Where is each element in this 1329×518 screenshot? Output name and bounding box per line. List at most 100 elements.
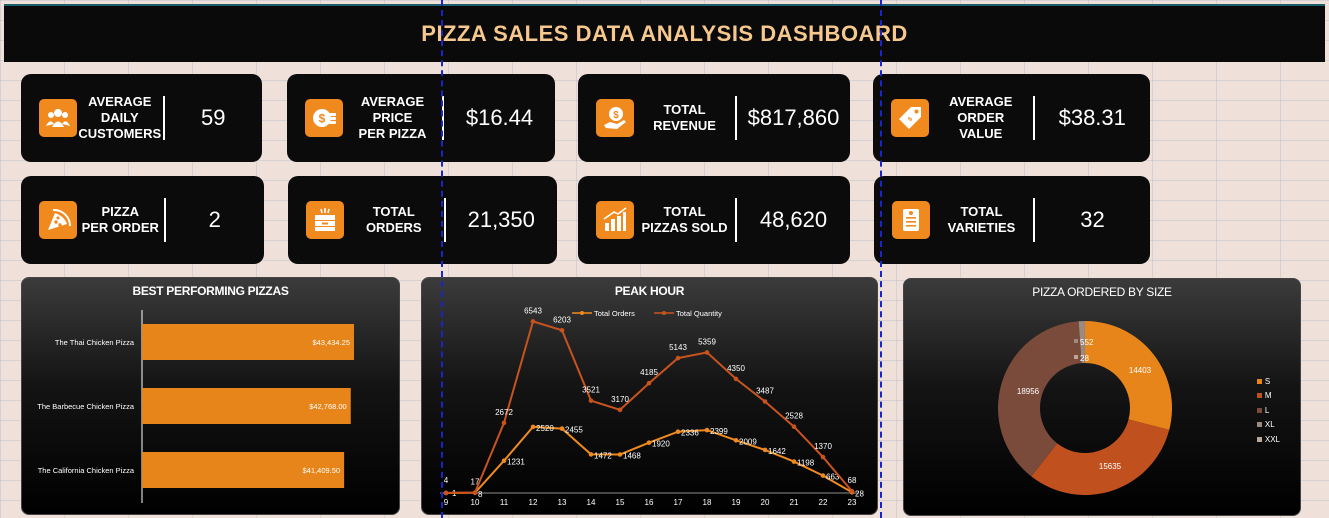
data-label: 18956 bbox=[1017, 387, 1040, 396]
data-point bbox=[647, 381, 652, 386]
x-tick-label: 10 bbox=[471, 498, 480, 507]
data-label: 5143 bbox=[669, 343, 687, 352]
svg-text:$: $ bbox=[319, 112, 326, 126]
data-label: 3170 bbox=[611, 395, 629, 404]
data-label-swatch bbox=[1074, 339, 1078, 343]
kpi-value: $38.31 bbox=[1035, 105, 1151, 131]
kpi-card-total-pizzas-sold: TOTAL PIZZAS SOLD 48,620 bbox=[578, 176, 850, 264]
kpi-label: TOTAL ORDERS bbox=[344, 204, 444, 236]
data-point bbox=[618, 408, 623, 413]
bar-category-label: The Thai Chicken Pizza bbox=[55, 338, 135, 347]
data-point bbox=[473, 490, 478, 495]
pizza-boxes-icon bbox=[306, 201, 344, 239]
kpi-label: TOTAL PIZZAS SOLD bbox=[634, 204, 735, 236]
data-label: 28 bbox=[855, 489, 864, 498]
pizza-slice-icon bbox=[39, 201, 77, 239]
data-point bbox=[647, 440, 652, 445]
data-point bbox=[589, 452, 594, 457]
bar-value-label: $43,434.25 bbox=[312, 338, 350, 347]
legend-label: L bbox=[1265, 406, 1269, 415]
data-label: 2528 bbox=[785, 412, 803, 421]
x-tick-label: 17 bbox=[674, 498, 683, 507]
data-label: 1198 bbox=[797, 459, 815, 468]
data-point bbox=[763, 448, 768, 453]
legend-label: XL bbox=[1265, 420, 1275, 429]
legend-item: M bbox=[1257, 389, 1280, 404]
legend-item: XL bbox=[1257, 418, 1280, 433]
data-point bbox=[444, 491, 449, 496]
x-tick-label: 12 bbox=[529, 498, 538, 507]
data-label: 1231 bbox=[507, 458, 525, 467]
kpi-value: 32 bbox=[1035, 207, 1150, 233]
legend-marker bbox=[580, 311, 584, 315]
bar-category-label: The Barbecue Chicken Pizza bbox=[37, 402, 135, 411]
legend-label: Total Orders bbox=[594, 309, 635, 318]
svg-text:$: $ bbox=[613, 110, 619, 121]
pizza-ordered-by-size-chart: PIZZA ORDERED BY SIZE 14403 15635 18956 552… bbox=[903, 278, 1301, 516]
kpi-label: AVERAGE ORDER VALUE bbox=[929, 94, 1033, 142]
data-label: 68 bbox=[848, 476, 857, 485]
legend-label: S bbox=[1265, 377, 1270, 386]
dashboard-title: PIZZA SALES DATA ANALYSIS DASHBOARD bbox=[4, 4, 1325, 62]
x-tick-label: 19 bbox=[732, 498, 741, 507]
data-point bbox=[734, 377, 739, 382]
dollar-coin-icon: $ bbox=[305, 99, 343, 137]
kpi-label: PIZZA PER ORDER bbox=[77, 204, 164, 236]
kpi-value: 21,350 bbox=[446, 207, 558, 233]
kpi-card-total-revenue: $ TOTAL REVENUE $817,860 bbox=[578, 74, 850, 162]
data-point bbox=[560, 328, 565, 333]
x-tick-label: 22 bbox=[819, 498, 828, 507]
data-label: 1472 bbox=[594, 451, 612, 460]
data-point bbox=[676, 429, 681, 434]
kpi-value: $817,860 bbox=[737, 105, 850, 131]
kpi-value: 59 bbox=[165, 105, 263, 131]
kpi-value: 48,620 bbox=[737, 207, 850, 233]
x-tick-label: 21 bbox=[790, 498, 799, 507]
data-label: 2455 bbox=[565, 426, 583, 435]
kpi-card-pizza-per-order: PIZZA PER ORDER 2 bbox=[21, 176, 264, 264]
kpi-label: AVERAGE DAILY CUSTOMERS bbox=[77, 94, 163, 142]
data-label: 1642 bbox=[768, 447, 786, 456]
x-tick-label: 18 bbox=[703, 498, 712, 507]
data-label: 2399 bbox=[710, 427, 728, 436]
data-label: 3487 bbox=[756, 387, 774, 396]
data-point bbox=[734, 438, 739, 443]
x-tick-label: 13 bbox=[558, 498, 567, 507]
data-label: 15635 bbox=[1099, 462, 1122, 471]
data-point bbox=[502, 421, 507, 426]
best-performing-pizzas-chart: BEST PERFORMING PIZZAS The Thai Chicken … bbox=[21, 277, 400, 515]
data-point bbox=[560, 426, 565, 431]
donut-slice bbox=[1031, 419, 1169, 495]
page-break-line bbox=[880, 0, 882, 518]
legend-swatch bbox=[1257, 408, 1262, 413]
kpi-card-total-orders: TOTAL ORDERS 21,350 bbox=[288, 176, 557, 264]
data-point bbox=[763, 399, 768, 404]
data-label: 1468 bbox=[623, 451, 641, 460]
data-label: 6543 bbox=[524, 306, 542, 315]
donut-chart-svg: 14403 15635 18956 552 28 bbox=[904, 279, 1300, 515]
legend-swatch bbox=[1257, 437, 1262, 442]
price-tag-icon: $ bbox=[891, 99, 929, 137]
legend-swatch bbox=[1257, 379, 1262, 384]
data-label: 4350 bbox=[727, 364, 745, 373]
data-label: 2672 bbox=[495, 408, 513, 417]
data-label: 1370 bbox=[814, 442, 832, 451]
peak-hour-chart: PEAK HOUR 9 10 11 12 13 14 15 16 17 18 19 20 21 22 23 T… bbox=[421, 277, 878, 515]
kpi-card-avg-daily-customers: AVERAGE DAILY CUSTOMERS 59 bbox=[21, 74, 262, 162]
data-point bbox=[618, 452, 623, 457]
data-label: 3521 bbox=[582, 386, 600, 395]
data-point bbox=[676, 356, 681, 361]
data-point bbox=[705, 350, 710, 355]
people-icon bbox=[39, 99, 77, 137]
data-label: 2336 bbox=[681, 429, 699, 438]
legend-swatch bbox=[1257, 422, 1262, 427]
data-label: 2520 bbox=[536, 424, 554, 433]
data-point bbox=[502, 458, 507, 463]
data-label-swatch bbox=[1074, 355, 1078, 359]
kpi-label: TOTAL REVENUE bbox=[634, 102, 735, 134]
x-tick-label: 11 bbox=[500, 498, 509, 507]
x-tick-label: 23 bbox=[848, 498, 857, 507]
kpi-label: TOTAL VARIETIES bbox=[930, 204, 1033, 236]
money-hand-icon: $ bbox=[596, 99, 634, 137]
